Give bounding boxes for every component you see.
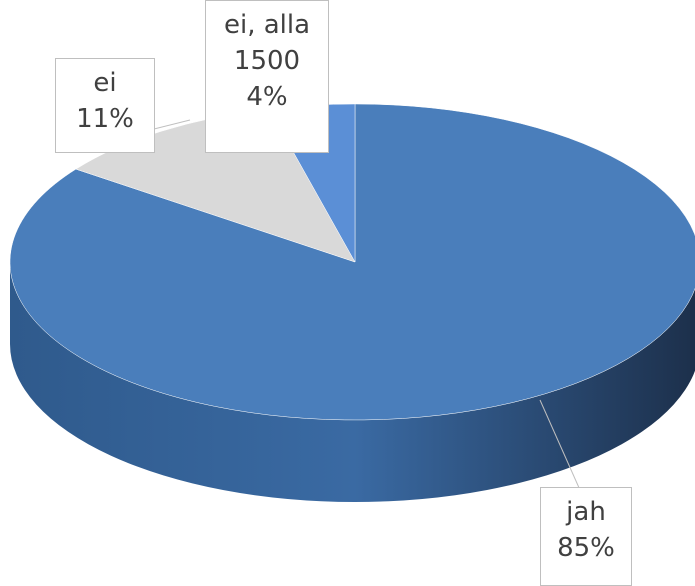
value-label: 11% <box>76 104 134 134</box>
value-label: 85% <box>557 533 615 563</box>
category-label: ei <box>93 68 117 98</box>
data-label: jah 85% <box>540 487 632 586</box>
pie-side <box>10 262 695 502</box>
data-label: ei, alla 1500 4% <box>205 0 329 153</box>
category-label: ei, alla 1500 <box>223 10 311 76</box>
leader-line <box>149 119 191 131</box>
leader-line <box>539 399 581 491</box>
value-label: 4% <box>246 82 288 112</box>
category-label: jah <box>566 497 606 527</box>
data-label: ei 11% <box>55 58 155 153</box>
pie-slice <box>9 103 695 421</box>
